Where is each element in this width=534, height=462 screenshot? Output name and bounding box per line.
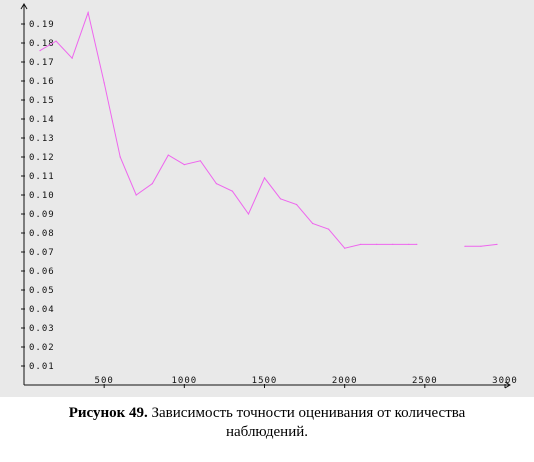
- x-tick-label: 2000: [332, 376, 358, 386]
- y-tick-label: 0.13: [29, 134, 55, 144]
- data-point: [360, 243, 362, 245]
- data-point: [464, 245, 466, 247]
- caption-text-line1: Зависимость точности оценивания от колич…: [147, 405, 466, 421]
- y-tick-label: 0.01: [29, 362, 55, 372]
- y-tick-label: 0.18: [29, 39, 55, 49]
- y-tick-label: 0.06: [29, 267, 55, 277]
- series-line-segment: [39, 10, 417, 249]
- x-tick-label: 500: [95, 376, 114, 386]
- caption-label: Рисунок 49.: [68, 405, 148, 421]
- x-tick-label: 1000: [171, 376, 197, 386]
- data-point: [39, 50, 41, 52]
- data-point: [408, 243, 410, 245]
- line-chart: 0.01 0.02 0.03 0.04 0.05 0.06 0.07 0.08 0.09 0.10…: [20, 3, 518, 389]
- y-tick-label: 0.12: [29, 153, 55, 163]
- y-tick-label: 0.05: [29, 286, 55, 296]
- data-point: [55, 40, 57, 42]
- data-point: [119, 156, 121, 158]
- data-point: [151, 183, 153, 185]
- x-tick-label: 1500: [252, 376, 278, 386]
- data-point: [328, 228, 330, 230]
- data-point: [416, 243, 418, 245]
- data-point: [392, 243, 394, 245]
- x-tick-label: 2500: [412, 376, 438, 386]
- data-point: [231, 190, 234, 192]
- y-tick-label: 0.03: [29, 324, 55, 334]
- y-tick-label: 0.04: [29, 305, 55, 315]
- y-tick-label: 0.16: [29, 77, 55, 87]
- y-tick-label: 0.11: [29, 172, 55, 182]
- data-point: [247, 213, 250, 215]
- y-tick-label: 0.07: [29, 248, 55, 258]
- data-series: [39, 10, 498, 249]
- caption-text-line2: наблюдений.: [226, 424, 308, 440]
- data-point: [87, 12, 89, 14]
- data-point: [295, 203, 298, 206]
- y-tick-label: 0.10: [29, 191, 55, 201]
- y-tick-label: 0.15: [29, 96, 55, 106]
- data-point: [312, 222, 314, 225]
- x-axis-arrow: [504, 381, 511, 389]
- y-tick-label: 0.14: [29, 115, 55, 125]
- y-tick-label: 0.19: [29, 20, 55, 30]
- data-point: [135, 194, 137, 196]
- data-point: [376, 243, 378, 245]
- data-point: [496, 243, 498, 245]
- data-point: [199, 160, 201, 162]
- y-tick-label: 0.02: [29, 343, 55, 353]
- data-point: [167, 154, 169, 156]
- data-point: [183, 164, 185, 166]
- plot-panel: 0.01 0.02 0.03 0.04 0.05 0.06 0.07 0.08 0.09 0.10…: [0, 0, 534, 397]
- figure-caption: Рисунок 49. Зависимость точности оценива…: [0, 404, 534, 442]
- y-tick-label: 0.08: [29, 229, 55, 239]
- data-point: [103, 82, 105, 84]
- data-point: [344, 247, 346, 249]
- tick-labels: 0.01 0.02 0.03 0.04 0.05 0.06 0.07 0.08 0.09 0.10…: [29, 20, 518, 386]
- y-tick-label: 0.17: [29, 58, 55, 68]
- y-axis-arrow: [20, 3, 28, 10]
- y-tick-label: 0.09: [29, 210, 55, 220]
- data-point: [279, 198, 282, 200]
- data-point: [263, 177, 266, 179]
- data-point: [480, 245, 482, 247]
- data-point: [215, 183, 217, 185]
- data-point: [71, 57, 73, 59]
- axes: [20, 3, 511, 389]
- x-tick-label: 3000: [492, 376, 518, 386]
